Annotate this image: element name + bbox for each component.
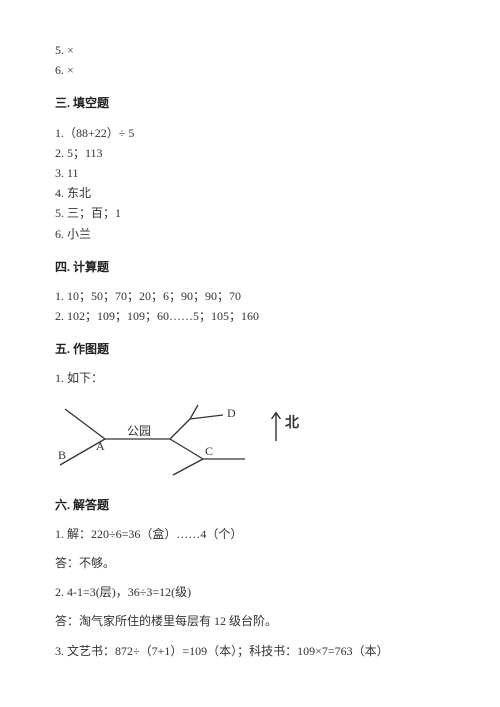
section-heading-solve: 六. 解答题 xyxy=(55,496,445,515)
label-b: B xyxy=(58,448,66,462)
north-label: 北 xyxy=(285,413,299,435)
solve-item: 2. 4-1=3(层)，36÷3=12(级) xyxy=(55,583,445,602)
calc-item: 2. 102；109；109；60……5；105；160 xyxy=(55,307,445,326)
calc-item: 1. 10；50；70；20；6；90；90；70 xyxy=(55,287,445,306)
label-d: D xyxy=(227,406,236,420)
page-container: 5. × 6. × 三. 填空题 1.（88+22）÷ 5 2. 5；113 3… xyxy=(0,0,500,661)
fill-item: 1.（88+22）÷ 5 xyxy=(55,124,445,143)
section-heading-fill: 三. 填空题 xyxy=(55,94,445,113)
fill-item: 5. 三；百；1 xyxy=(55,204,445,223)
solve-item: 答：淘气家所住的楼里每层有 12 级台阶。 xyxy=(55,612,445,631)
section-heading-draw: 五. 作图题 xyxy=(55,340,445,359)
answer-line: 6. × xyxy=(55,61,445,80)
label-center: 公园 xyxy=(127,424,151,438)
north-arrow-icon xyxy=(270,411,282,441)
fill-item: 2. 5；113 xyxy=(55,144,445,163)
fill-item: 4. 东北 xyxy=(55,184,445,203)
diagram-container: A B C D 公园 北 xyxy=(55,397,335,482)
solve-item: 1. 解：220÷6=36（盒）……4（个） xyxy=(55,525,445,544)
fill-item: 3. 11 xyxy=(55,164,445,183)
fill-item: 6. 小兰 xyxy=(55,225,445,244)
solve-item: 答：不够。 xyxy=(55,554,445,573)
label-a: A xyxy=(96,439,105,453)
label-c: C xyxy=(205,444,213,458)
section-heading-calc: 四. 计算题 xyxy=(55,258,445,277)
park-diagram: A B C D 公园 xyxy=(55,397,255,482)
draw-intro: 1. 如下： xyxy=(55,369,445,388)
answer-line: 5. × xyxy=(55,41,445,60)
solve-item: 3. 文艺书：872÷（7+1）=109（本）；科技书：109×7=763（本） xyxy=(55,642,445,661)
